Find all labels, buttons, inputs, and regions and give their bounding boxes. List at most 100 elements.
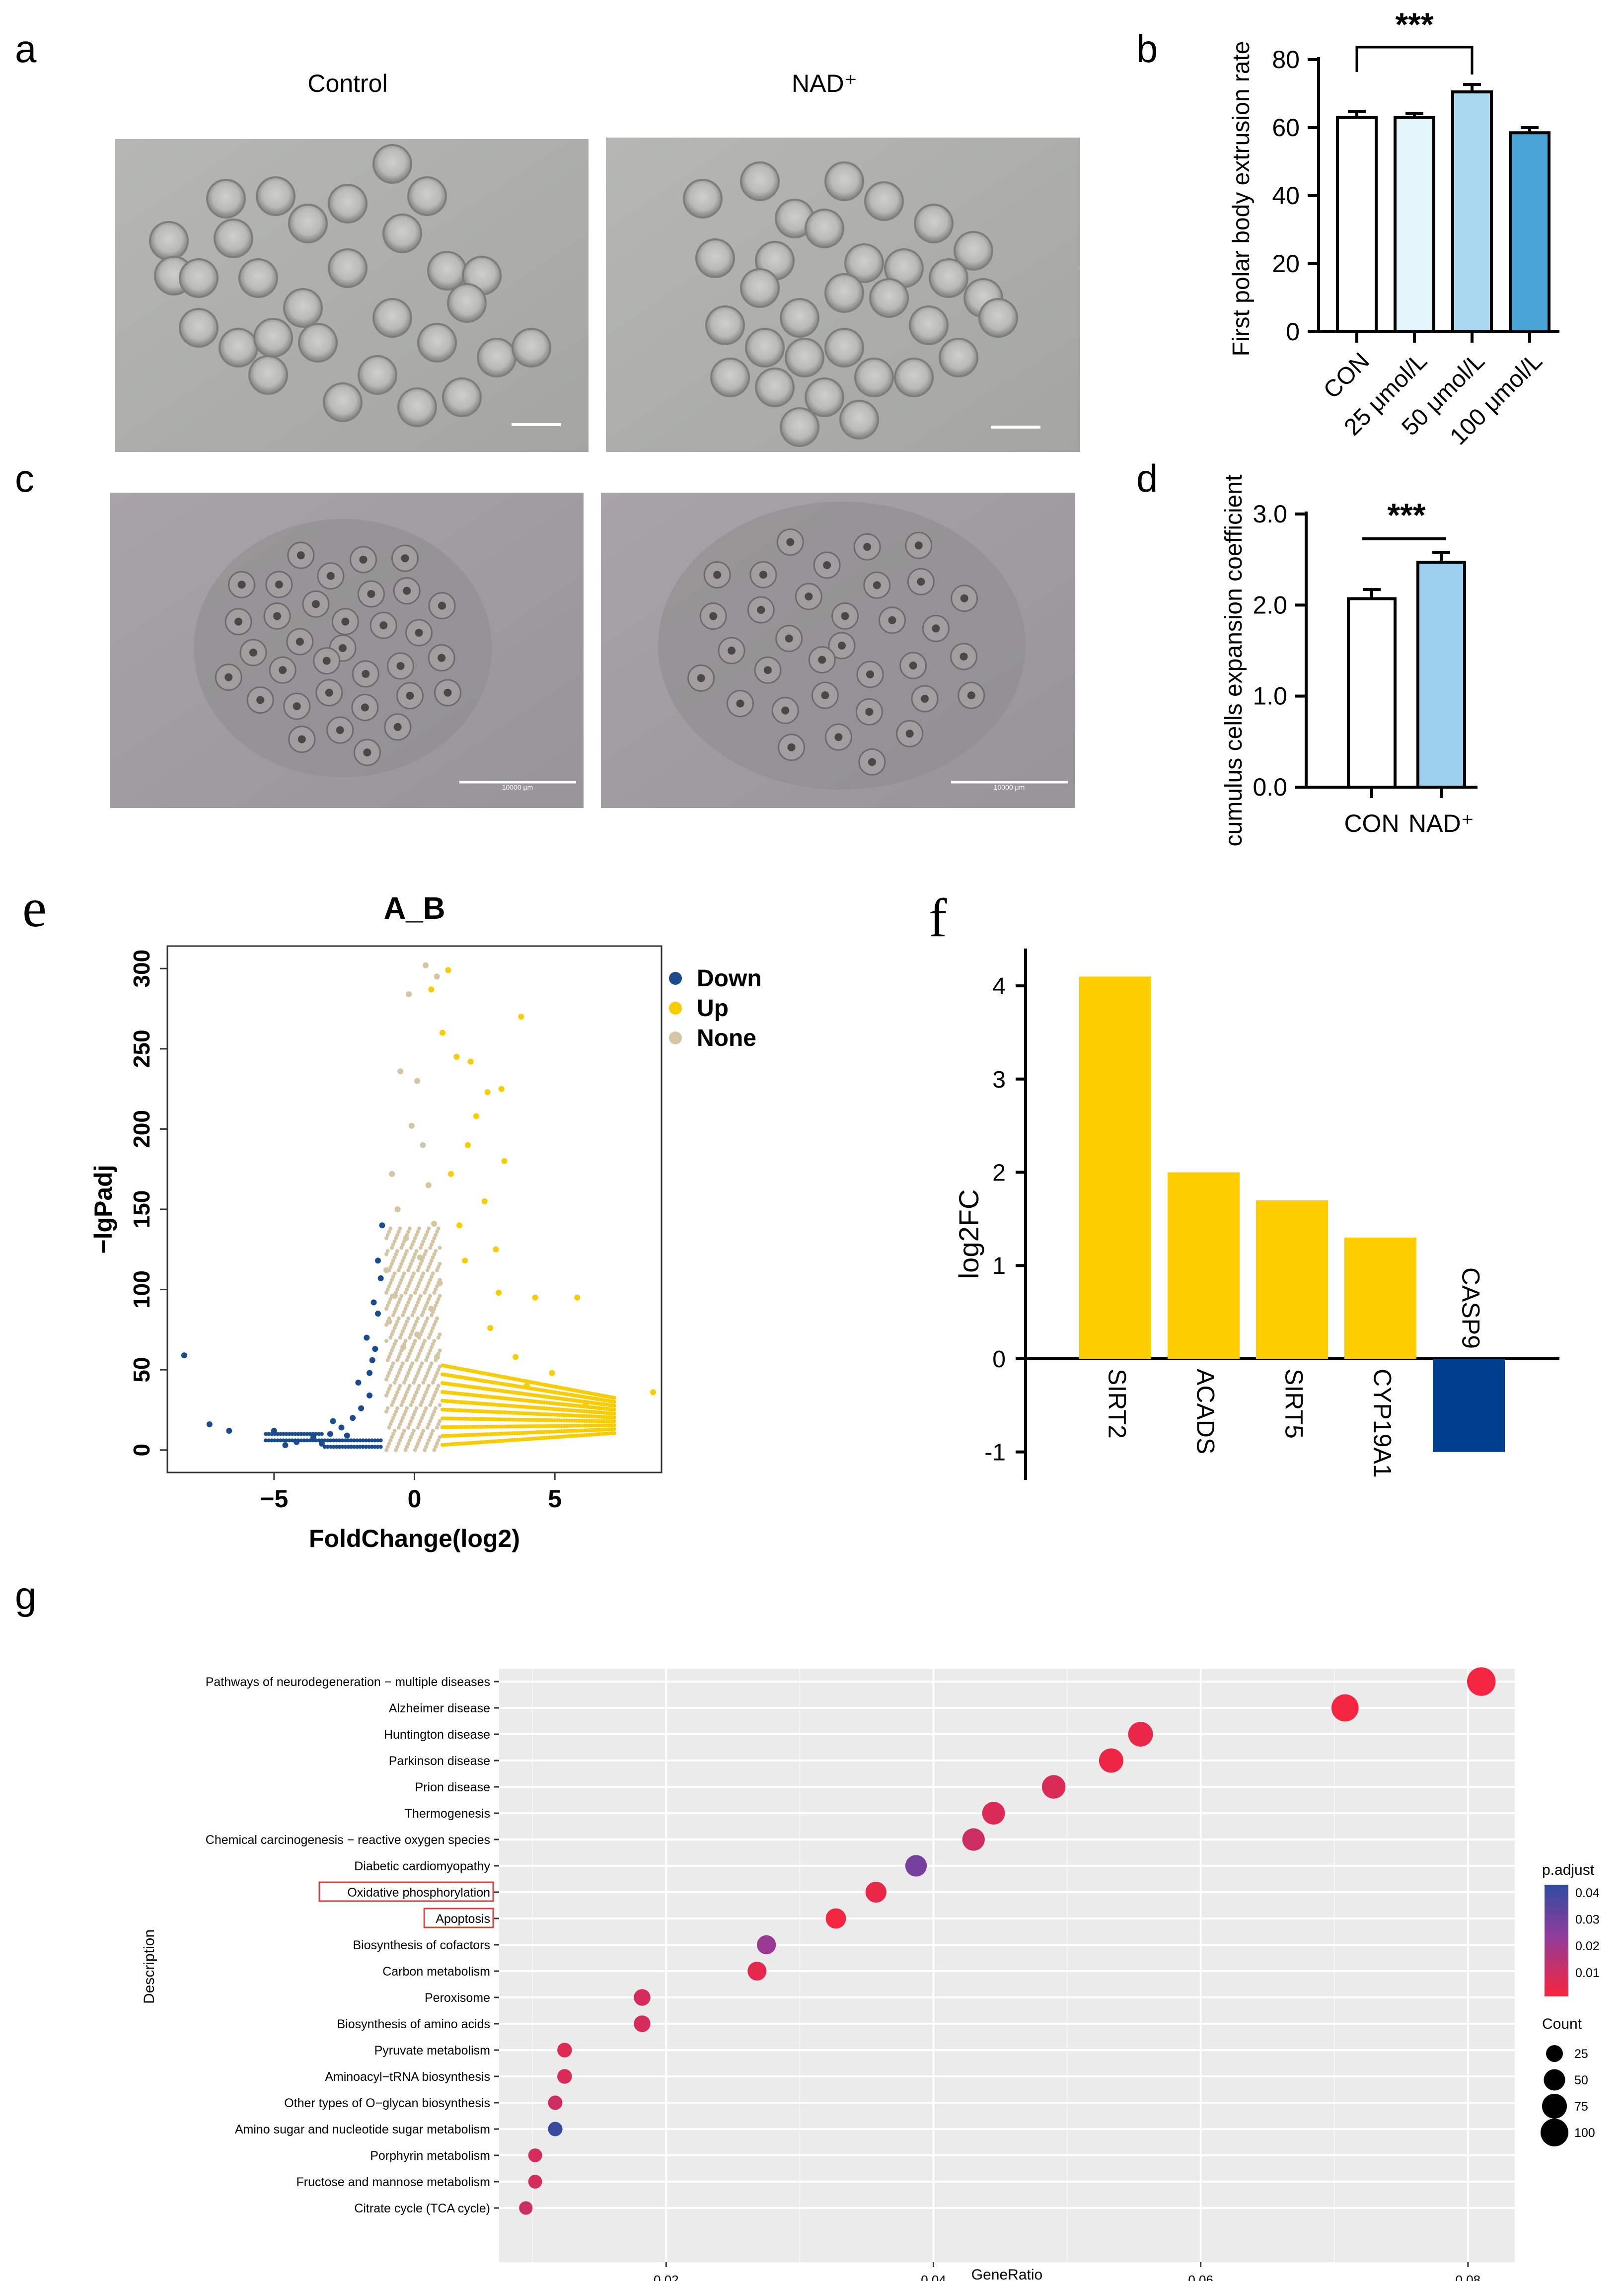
e-point-none [395,1390,400,1395]
coc-cluster-nad-nucleus [960,594,968,602]
e-point-none [435,1387,439,1391]
g-y-tick-label: Pathways of neurodegeneration − multiple… [206,1675,490,1689]
coc-cluster-control-nucleus [359,555,368,564]
e-point-down [369,1357,375,1363]
e-point-none [401,1258,405,1263]
g-dot [982,1802,1005,1825]
g-dot [634,1989,651,2006]
g-legend-colorbar [1545,1885,1568,1996]
e-point-none [399,1246,404,1250]
g-legend-color-tick: 0.02 [1575,1939,1600,1953]
e-point-none [418,1261,423,1266]
oocyte-control [358,355,397,395]
e-point-none [394,1377,398,1382]
e-point-none [391,1258,395,1263]
e-point-none [388,1281,393,1285]
e-point-down [361,1445,366,1449]
coc-cluster-nad-nucleus [757,606,765,614]
panel-label-f: f [929,887,947,948]
e-point-none [423,1307,427,1311]
e-point-none [395,1287,400,1292]
e-point-none [388,1384,393,1388]
b-bar [1451,90,1493,333]
g-dot [1467,1667,1496,1696]
e-point-none [410,1274,415,1279]
coc-cluster-nad-nucleus [786,538,795,546]
panel-label-d: d [1136,456,1158,500]
d-y-tick-label: 2.0 [1253,591,1287,619]
e-point-none [438,1348,442,1353]
e-point-none [397,1068,404,1075]
e-point-none [407,1281,412,1285]
e-point-none [392,1326,397,1330]
e-point-none [406,1300,411,1305]
e-point-none [428,1261,433,1266]
e-point-none [384,1307,388,1311]
g-dot [905,1855,927,1877]
e-point-down [344,1432,350,1439]
e-point-down [296,1432,300,1436]
g-y-tick-label: Parkinson disease [389,1754,490,1768]
e-point-down [290,1432,295,1436]
g-dot [1331,1694,1359,1722]
e-point-none [417,1384,422,1388]
e-point-none [406,1355,411,1359]
e-point-down [358,1405,365,1411]
e-point-none [438,1294,442,1298]
e-point-none [407,1265,412,1269]
coc-cluster-control-nucleus [279,666,287,674]
g-highlight-box [318,1881,494,1902]
e-point-none [429,1345,434,1349]
e-point-none [391,1361,395,1366]
e-point-none [389,1261,394,1266]
e-point-none [406,1284,411,1289]
e-point-none [432,1377,437,1382]
e-point-up [549,1370,555,1376]
e-point-none [402,1428,406,1433]
e-point-up [612,1419,616,1424]
e-point-none [428,1403,433,1407]
g-y-axis-label: Description [141,1929,157,2004]
e-point-none [398,1297,402,1301]
e-point-none [389,1278,394,1282]
e-point-none [423,1291,427,1295]
e-point-none [416,1441,420,1446]
e-point-none [401,1361,405,1366]
g-y-tick-label: Huntington disease [384,1728,490,1742]
g-y-tick-label: Chemical carcinogenesis − reactive oxyge… [206,1833,490,1847]
e-point-none [389,1419,394,1423]
coc-cluster-nad-nucleus [727,647,736,655]
e-point-none [409,1261,413,1266]
e-point-none [394,1409,398,1414]
coc-cluster-control-nucleus [341,617,350,626]
e-point-none [421,1310,426,1314]
e-point-none [387,1425,391,1430]
e-point-none [427,1422,431,1427]
e-point-none [385,1233,390,1237]
e-point-none [384,1393,388,1398]
e-point-none [416,1316,420,1321]
b-bar [1336,116,1378,333]
coc-cluster-control-nucleus [336,726,344,735]
g-dot [519,2201,533,2215]
coc-cluster-nad-nucleus [834,733,843,741]
e-point-none [414,1331,421,1338]
e-point-none [395,1303,400,1308]
g-legend-size-title: Count [1542,2016,1582,2032]
e-point-none [428,1435,433,1439]
e-point-up [612,1411,616,1416]
coc-cluster-nad-nucleus [805,592,813,601]
e-point-down [302,1432,306,1436]
e-point-none [417,1254,423,1260]
chart-e-volcano: A_B−5 0 5050100150200250300FoldChange(log2… [89,891,762,1552]
g-y-tick-label: Biosynthesis of cofactors [353,1938,490,1952]
oocyte-nad [755,368,795,407]
e-x-axis-label: FoldChange(log2) [309,1525,520,1552]
coc-cluster-control-nucleus [401,554,409,563]
e-point-none [407,1438,412,1443]
coc-cluster-nad-nucleus [841,612,849,620]
e-point-none [384,1448,388,1452]
e-point-none [399,1419,404,1423]
e-point-none [424,1233,428,1237]
e-point-none [387,1355,391,1359]
